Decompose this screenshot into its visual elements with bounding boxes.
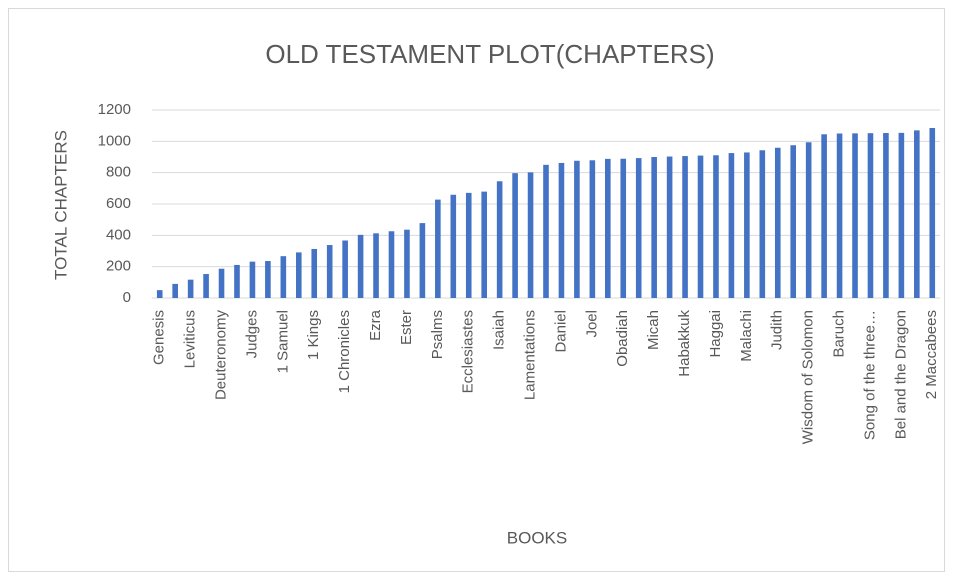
- bar: [326, 245, 333, 298]
- bar: [512, 173, 518, 298]
- bar: [357, 234, 364, 298]
- x-tick-label: Obadiah: [614, 310, 631, 367]
- y-tick-label: 800: [106, 164, 131, 181]
- x-tick-label: 1 Chronicles: [336, 310, 353, 393]
- y-axis-label: TOTAL CHAPTERS: [51, 130, 70, 280]
- x-tick-label: Micah: [645, 310, 662, 350]
- chart-title: OLD TESTAMENT PLOT(CHAPTERS): [265, 39, 714, 69]
- bar: [682, 156, 688, 298]
- x-tick-label: 2 Maccabees: [923, 310, 940, 399]
- x-tick-label: Wisdom of Solomon: [800, 310, 817, 444]
- bar: [867, 133, 874, 298]
- bar: [527, 172, 534, 298]
- bar: [605, 158, 611, 298]
- y-tick-label: 600: [106, 195, 131, 212]
- bar: [713, 155, 719, 298]
- bar: [435, 199, 441, 298]
- bar: [558, 162, 565, 298]
- x-tick-label: Psalms: [429, 310, 446, 359]
- bar: [280, 256, 287, 298]
- bar: [620, 158, 627, 298]
- x-tick-label: Bel and the Dragon: [892, 310, 909, 439]
- bar: [342, 240, 348, 298]
- y-tick-label: 200: [106, 258, 131, 275]
- bar: [852, 133, 858, 298]
- x-tick-label: Genesis: [151, 310, 168, 365]
- x-tick-label: Ezra: [367, 309, 384, 341]
- bar: [218, 268, 225, 298]
- bar: [203, 274, 209, 298]
- bar: [697, 155, 704, 298]
- x-tick-label: Isaiah: [491, 310, 508, 350]
- bar: [465, 192, 472, 298]
- bar: [589, 160, 596, 298]
- x-tick-label: Leviticus: [182, 310, 199, 368]
- bar: [790, 145, 797, 298]
- x-tick-label: 1 Samuel: [274, 310, 291, 373]
- y-tick-label: 1000: [98, 132, 131, 149]
- chart-border: [8, 8, 945, 572]
- x-tick-label: Haggai: [707, 310, 724, 358]
- bar: [728, 153, 735, 298]
- x-tick-label: 1 Kings: [305, 310, 322, 360]
- bar: [234, 264, 240, 298]
- bar: [450, 194, 457, 298]
- x-tick-label: Habakkuk: [676, 310, 693, 377]
- bar: [388, 231, 395, 298]
- x-tick-label: Lamentations: [522, 310, 539, 400]
- bar: [543, 164, 549, 298]
- bar: [666, 156, 673, 298]
- bar: [836, 133, 843, 298]
- x-tick-label: Deuteronomy: [212, 310, 229, 401]
- bar: [419, 223, 426, 298]
- bar: [373, 233, 379, 298]
- bar: [651, 157, 657, 298]
- bar: [404, 229, 410, 298]
- bar: [311, 248, 318, 298]
- bar: [805, 142, 812, 298]
- bar: [883, 133, 889, 298]
- x-tick-label: Judith: [769, 310, 786, 350]
- bar: [821, 134, 827, 298]
- bar: [774, 147, 781, 298]
- y-tick-label: 400: [106, 226, 131, 243]
- bar: [249, 261, 256, 298]
- x-tick-label: Ester: [398, 310, 415, 345]
- x-tick-label: Song of the three…: [861, 310, 878, 440]
- x-tick-label: Ecclesiastes: [460, 310, 477, 393]
- bar: [635, 158, 642, 298]
- bar: [172, 283, 178, 298]
- x-tick-label: Daniel: [552, 310, 569, 353]
- bar: [265, 261, 271, 298]
- bar: [481, 191, 487, 298]
- bar: [295, 252, 302, 298]
- bar: [759, 150, 766, 298]
- y-tick-label: 0: [123, 289, 131, 306]
- bar: [744, 152, 750, 298]
- x-axis-label: BOOKS: [507, 528, 567, 547]
- bar: [914, 130, 920, 298]
- y-tick-label: 1200: [98, 101, 131, 118]
- bar: [929, 128, 936, 298]
- x-tick-label: Malachi: [738, 310, 755, 362]
- x-tick-label: Baruch: [831, 310, 848, 358]
- bar: [496, 181, 503, 298]
- x-tick-label: Judges: [243, 310, 260, 358]
- bar: [187, 279, 194, 298]
- bar: [156, 290, 163, 298]
- bar: [898, 132, 905, 298]
- bar: [574, 160, 580, 298]
- x-tick-label: Joel: [583, 310, 600, 338]
